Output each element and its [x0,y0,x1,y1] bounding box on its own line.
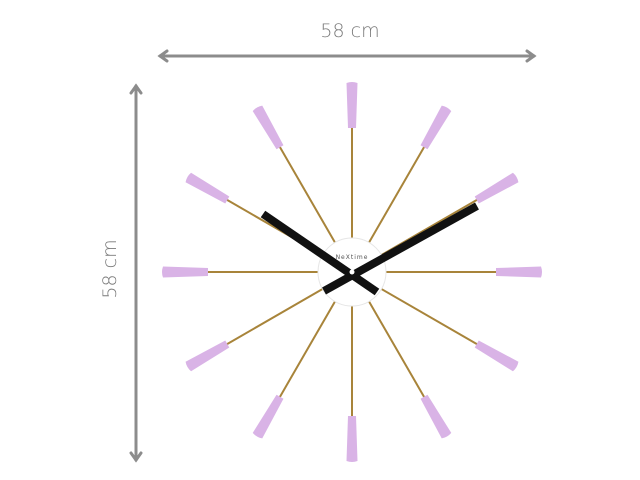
spoke-tip [420,105,452,150]
brand-logo: NeXtime [336,254,369,261]
spoke-tip [346,416,358,462]
spoke-tip [185,340,230,372]
spoke [382,266,542,278]
spoke-rod [225,286,327,346]
spoke [366,297,452,439]
spoke-tip [474,340,519,372]
spoke-tip [474,172,519,204]
hour-hand [322,202,479,295]
spoke-rod [278,145,338,247]
center-pin [349,269,355,275]
spoke [185,286,327,372]
spoke-rod [366,297,426,399]
spoke-rod [278,297,338,399]
spoke [346,82,358,242]
clock: NeXtime [162,82,542,462]
spoke-tip [252,105,284,150]
spoke-tip [346,82,358,128]
minute-hand [260,210,380,296]
spoke-rod [366,145,426,247]
spoke-tip [420,394,452,439]
height-arrow [129,83,143,463]
spoke-rod [377,286,479,346]
spoke [252,105,338,247]
width-label: 58 cm [320,20,380,42]
spoke-tip [185,172,230,204]
width-arrow [157,49,537,63]
spoke-tip [496,266,542,278]
spoke-tip [252,394,284,439]
spoke-tip [162,266,208,278]
spoke [346,302,358,462]
spoke [377,286,519,372]
spoke [252,297,338,439]
spoke [162,266,322,278]
spoke [366,105,452,247]
